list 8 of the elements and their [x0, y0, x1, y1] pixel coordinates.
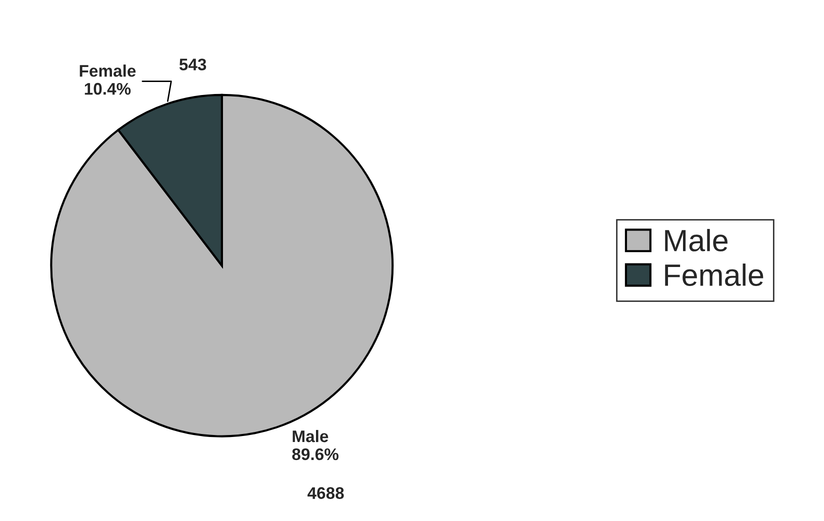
legend-label: Female	[665, 264, 764, 286]
data-label: 543	[179, 58, 206, 70]
text: 89.6%	[292, 448, 338, 460]
slice-label: Female	[80, 64, 136, 77]
legend-label: Male	[665, 228, 728, 252]
data-label: 4688	[308, 487, 344, 499]
text: 10.4%	[84, 82, 131, 95]
slice-label: Male	[292, 430, 328, 442]
